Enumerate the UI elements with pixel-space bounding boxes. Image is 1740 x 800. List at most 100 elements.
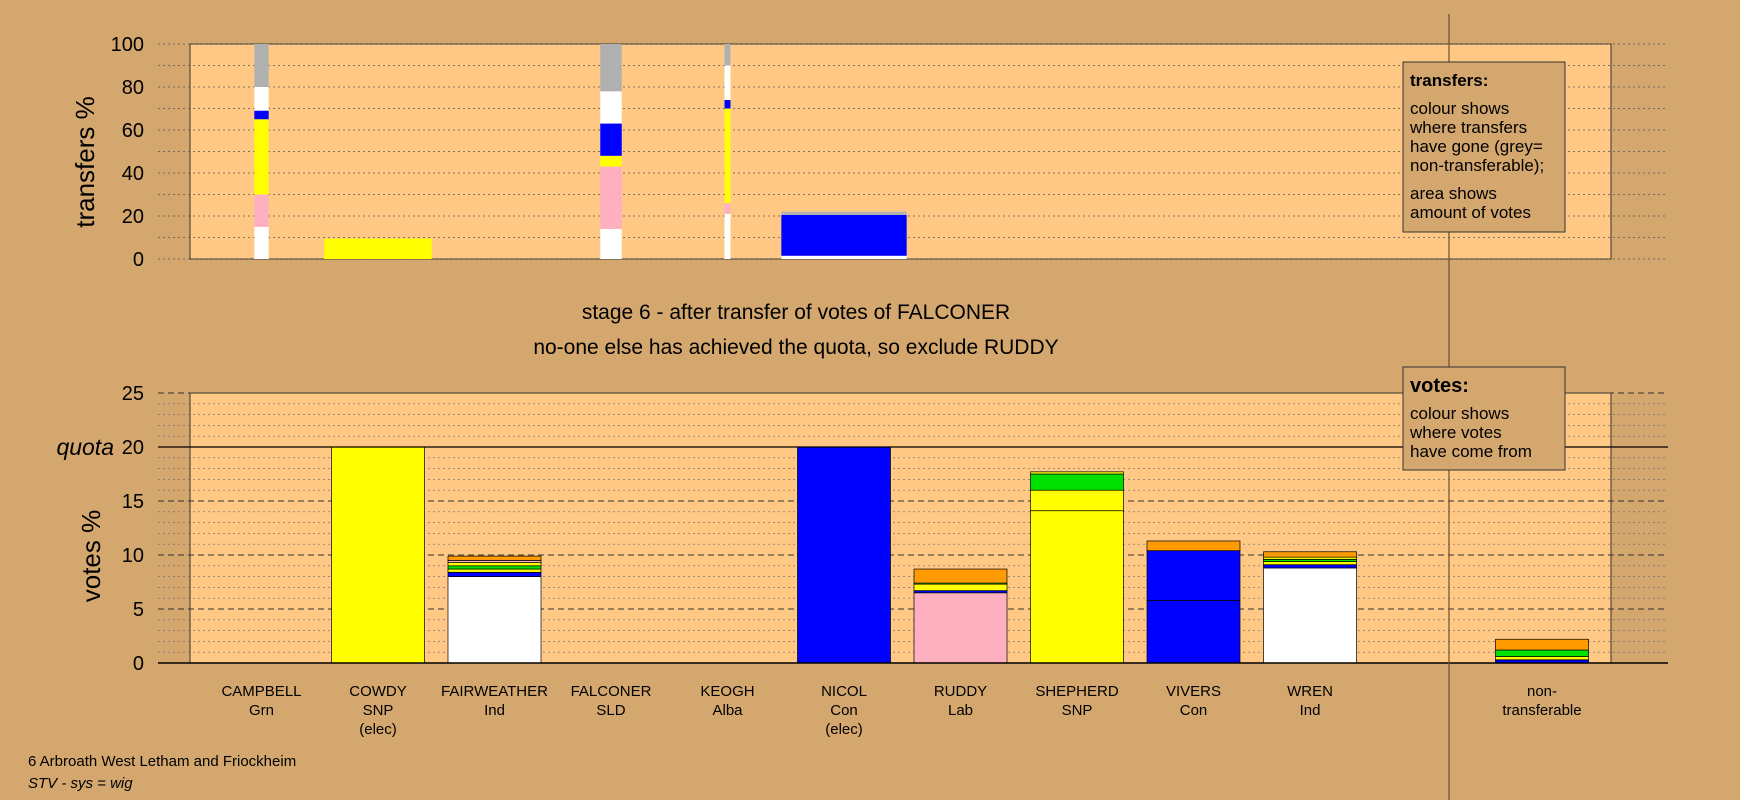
y-tick-label: 100 [111,34,144,56]
vote-segment [1030,471,1124,475]
transfers-y-ticks: 0 20 40 60 80 100 [111,34,144,271]
transfer-segment [600,228,622,259]
quota-label: quota [56,434,114,460]
vote-segment [1030,489,1124,512]
y-tick-label: 80 [122,77,144,99]
vote-segment [447,576,542,664]
candidate-label: FALCONER [571,683,652,700]
candidate-label: SLD [596,702,625,719]
candidate-label: transferable [1502,702,1581,719]
vote-segment [1263,551,1357,558]
candidate-label: Ind [1300,702,1321,719]
stage-title: stage 6 - after transfer of votes of FAL… [582,301,1010,324]
candidate-label: CAMPBELL [221,683,301,700]
transfers-legend-line: area shows [1410,184,1497,203]
y-tick-label: 20 [122,206,144,228]
candidate-label: RUDDY [934,683,987,700]
candidate-label: Con [1180,702,1208,719]
vote-segment [447,562,542,567]
stage-subtitle: no-one else has achieved the quota, so e… [533,336,1058,359]
candidate-label: non- [1527,683,1557,700]
candidate-label: Con [830,702,858,719]
transfers-y-axis-label: transfers % [70,96,100,228]
transfer-segment [254,110,269,120]
candidate-label: (elec) [825,721,863,738]
transfer-segment [254,87,269,111]
transfer-segment [724,213,731,259]
vote-segment [1495,638,1589,651]
y-tick-label: 0 [133,653,144,675]
vote-segment [1495,649,1589,657]
transfers-bars [254,44,907,259]
votes-legend-line: colour shows [1410,404,1509,423]
vote-segment [1146,550,1241,601]
votes-legend-line: where votes [1409,423,1502,442]
transfer-segment [324,238,432,259]
votes-legend-line: have come from [1410,442,1532,461]
transfer-segment [724,203,731,214]
y-tick-label: 40 [122,163,144,185]
y-tick-label: 25 [122,383,144,405]
y-tick-label: 15 [122,491,144,513]
vote-segment [797,446,891,664]
transfer-segment [724,99,731,109]
vote-segment [447,568,542,573]
vote-segment [913,583,1008,591]
transfer-segment [724,44,731,66]
transfers-legend-line: non-transferable); [1410,156,1544,175]
votes-y-axis-label: votes % [76,510,106,603]
candidate-label: Lab [948,702,973,719]
transfer-segment [254,119,269,195]
y-tick-label: 10 [122,545,144,567]
vote-segment [913,568,1008,584]
vote-segment [447,555,542,561]
candidate-label: (elec) [359,721,397,738]
candidate-label: COWDY [349,683,407,700]
transfer-segment [600,91,622,124]
transfer-segment [781,211,907,215]
vote-segment [1495,656,1589,661]
transfer-segment [781,214,907,256]
transfers-legend-line: have gone (grey= [1410,137,1543,156]
transfer-segment [600,155,622,167]
vote-segment [447,571,542,577]
transfer-segment [254,226,269,259]
candidate-label: VIVERS [1166,683,1221,700]
candidate-label: FAIRWEATHER [441,683,548,700]
transfer-segment [600,123,622,156]
ward-name: 6 Arbroath West Letham and Friockheim [28,753,296,770]
vote-segment [913,592,1008,664]
vote-segment [1263,564,1357,569]
votes-legend-title: votes: [1410,375,1469,397]
candidate-labels: CAMPBELL Grn COWDY SNP (elec) FAIRWEATHER Ind F… [221,683,1581,738]
candidate-label: WREN [1287,683,1333,700]
y-tick-label: 20 [122,437,144,459]
candidate-label: SNP [363,702,394,719]
system-label: STV - sys = wig [28,775,133,792]
vote-segment [1263,561,1357,566]
candidate-label: NICOL [821,683,867,700]
vote-segment [447,565,542,570]
transfers-legend: transfers: colour shows where transfers … [1402,61,1566,233]
transfer-segment [600,44,622,92]
transfer-segment [724,65,731,100]
candidate-label: Ind [484,702,505,719]
transfers-legend-box [1402,61,1566,233]
transfer-segment [724,108,731,204]
transfers-legend-title: transfers: [1410,71,1488,90]
vote-segment [1030,510,1124,664]
vote-segment [1146,600,1241,664]
candidate-label: SNP [1062,702,1093,719]
transfer-segment [781,255,907,259]
candidate-label: Grn [249,702,274,719]
votes-y-ticks: 0 5 10 15 20 25 [122,383,144,675]
y-tick-label: 60 [122,120,144,142]
transfer-segment [600,166,622,229]
transfers-legend-line: colour shows [1410,99,1509,118]
vote-segment [331,446,425,664]
candidate-label: Alba [712,702,743,719]
candidate-label: KEOGH [700,683,754,700]
y-tick-label: 5 [133,599,144,621]
